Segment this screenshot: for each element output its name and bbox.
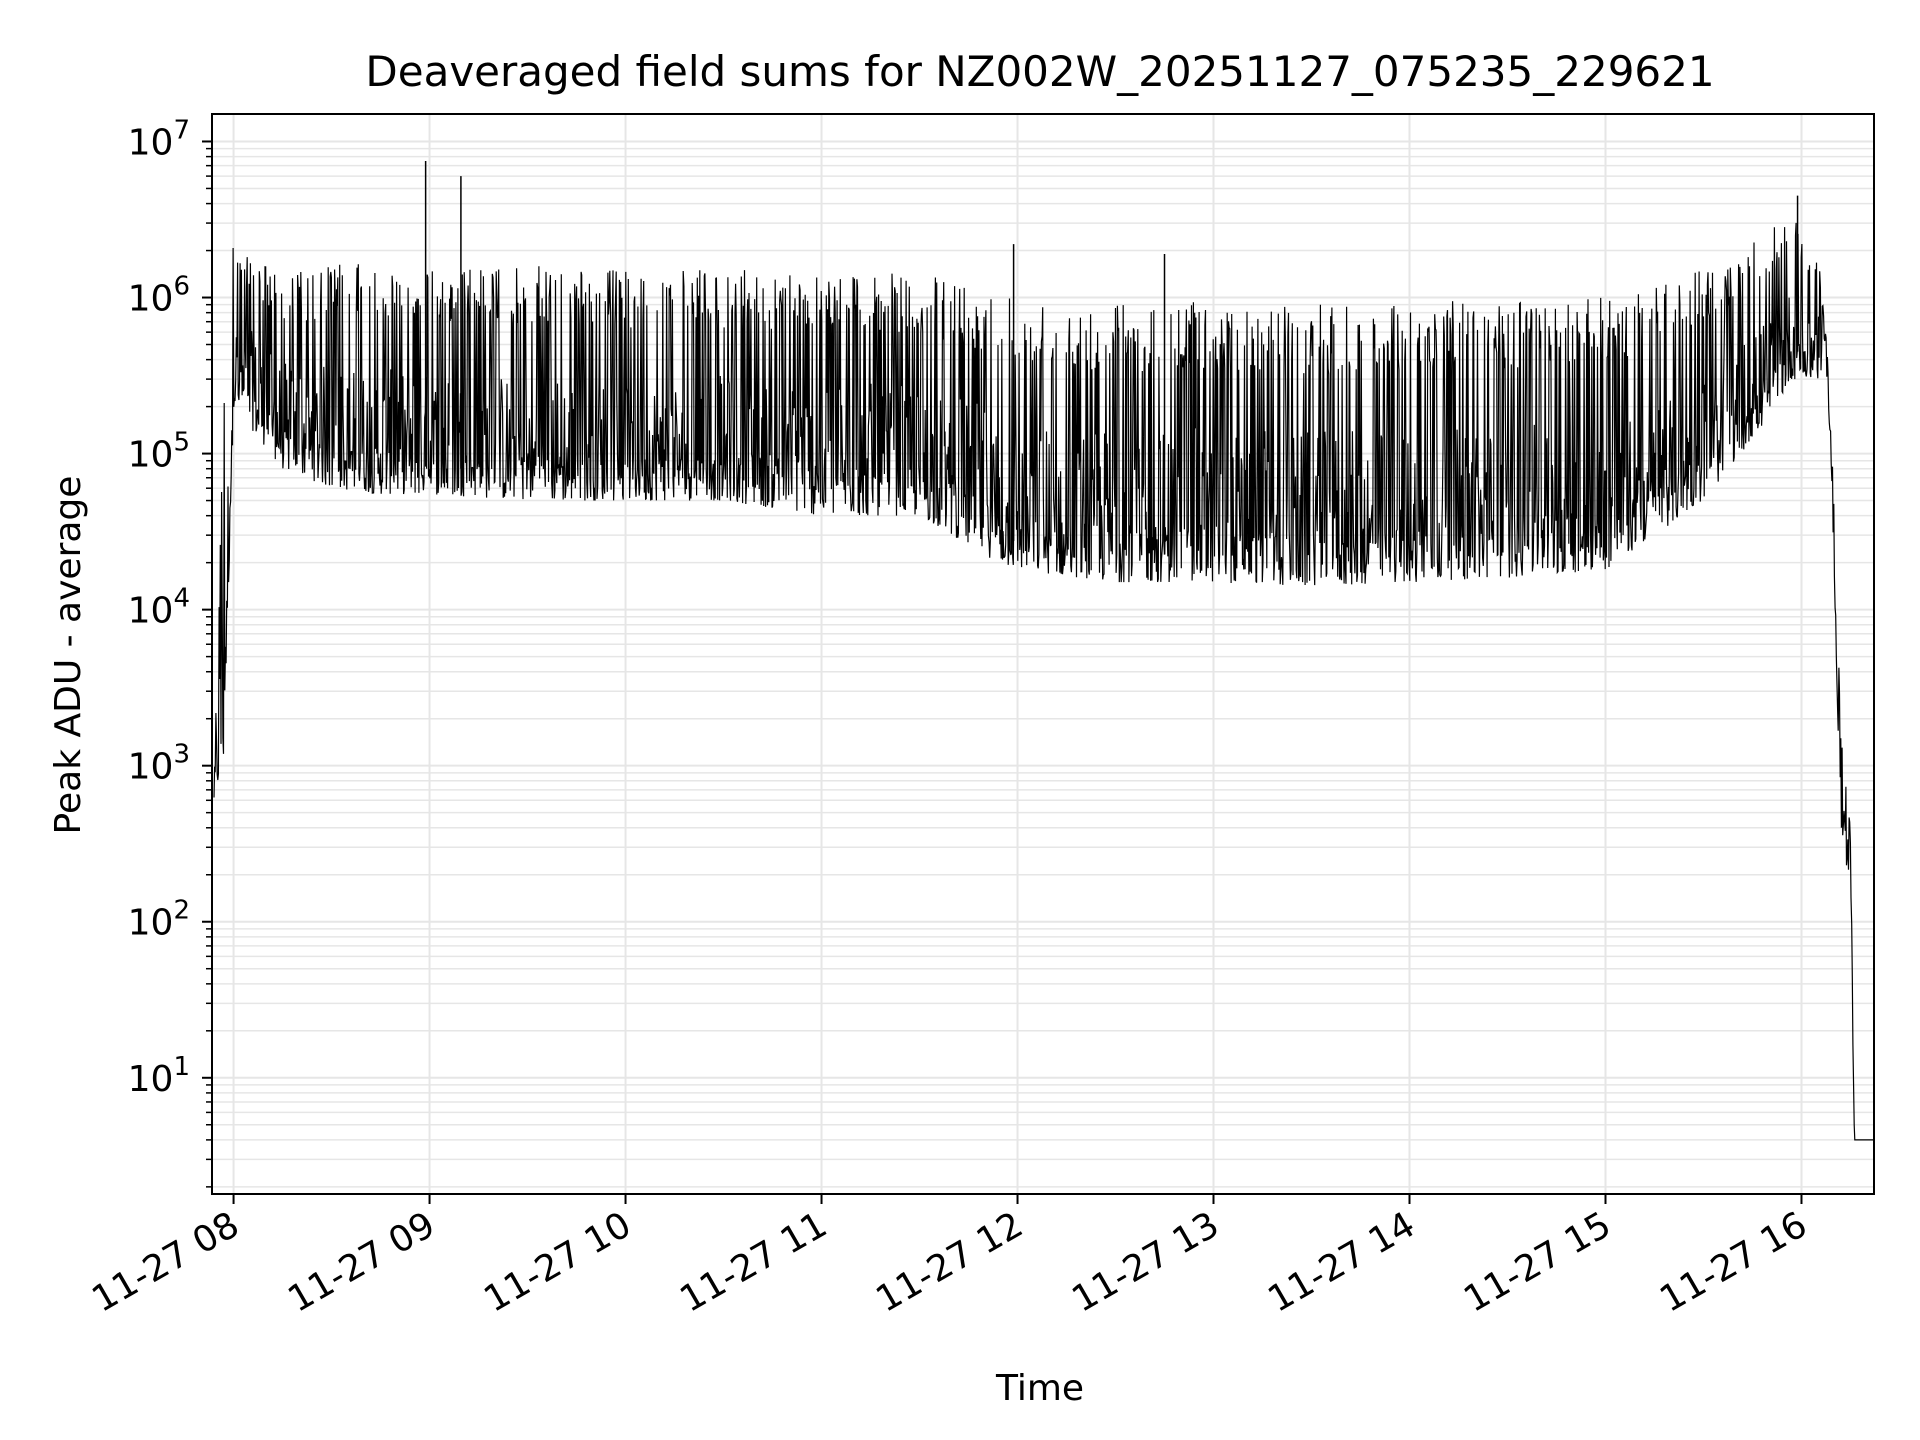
y-axis-title: Peak ADU - average <box>48 476 89 835</box>
y-tick-label: 102 <box>128 896 190 944</box>
plot-frame <box>211 113 1875 1195</box>
data-line <box>213 160 1874 1141</box>
x-axis-title: Time <box>995 1368 1084 1409</box>
y-tick-label: 101 <box>128 1052 190 1100</box>
chart-title: Deaveraged field sums for NZ002W_2025112… <box>365 47 1714 96</box>
y-tick-label: 104 <box>128 584 190 632</box>
y-tick-label: 107 <box>128 115 190 163</box>
y-tick-label: 103 <box>128 740 190 788</box>
y-tick-label: 105 <box>128 428 190 476</box>
series-line <box>213 222 1874 1141</box>
y-tick-label: 106 <box>128 272 190 320</box>
